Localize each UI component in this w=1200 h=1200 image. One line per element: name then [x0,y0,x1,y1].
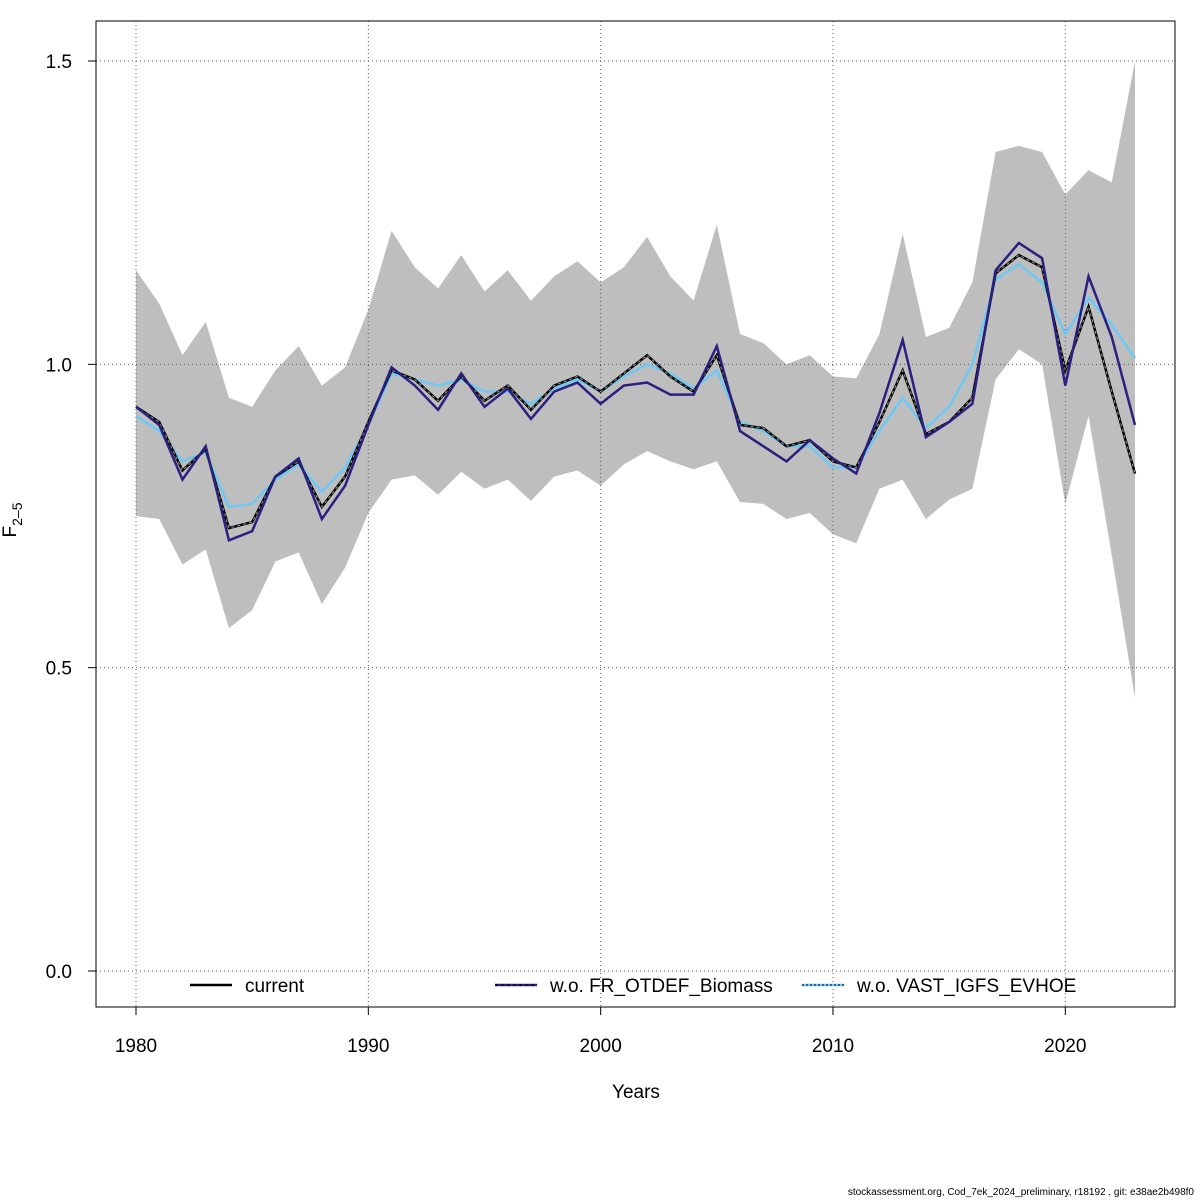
footer-credit: stockassessment.org, Cod_7ek_2024_prelim… [847,1187,1194,1198]
x-tick-label-2020: 2020 [1044,1036,1086,1057]
y-tick-label-0.0: 0.0 [46,962,72,983]
grid-layer [96,21,1175,1007]
y-axis: 0.0 0.5 1.0 1.5 [46,52,97,983]
y-axis-title-main: F [0,526,21,538]
y-tick-label-1.5: 1.5 [46,52,72,73]
y-tick-label-0.5: 0.5 [46,659,72,680]
x-axis: 1980 1990 2000 2010 2020 [115,1006,1086,1057]
legend: current w.o. FR_OTDEF_Biomass w.o. VAST_… [190,976,1076,997]
x-tick-label-2010: 2010 [812,1036,854,1057]
legend-item-current: current [190,976,305,997]
legend-label-fr-otdef: w.o. FR_OTDEF_Biomass [549,976,773,997]
svg-text:F2–5: F2–5 [0,502,25,537]
legend-item-fr-otdef: w.o. FR_OTDEF_Biomass [495,976,773,997]
y-axis-title: F2–5 [0,502,25,537]
series-layer [135,241,1137,542]
series-line-fr-otdef-biomass [135,241,1137,542]
legend-label-vast: w.o. VAST_IGFS_EVHOE [856,976,1076,997]
y-axis-title-subscript: 2–5 [9,502,25,526]
x-tick-label-2000: 2000 [580,1036,622,1057]
confidence-band [136,61,1135,698]
x-tick-label-1990: 1990 [347,1036,389,1057]
x-axis-title: Years [612,1082,660,1103]
legend-label-current: current [245,976,305,997]
confidence-band-layer [136,61,1135,698]
legend-item-vast: w.o. VAST_IGFS_EVHOE [802,976,1076,997]
x-tick-label-1980: 1980 [115,1036,157,1057]
y-tick-label-1.0: 1.0 [46,355,72,376]
